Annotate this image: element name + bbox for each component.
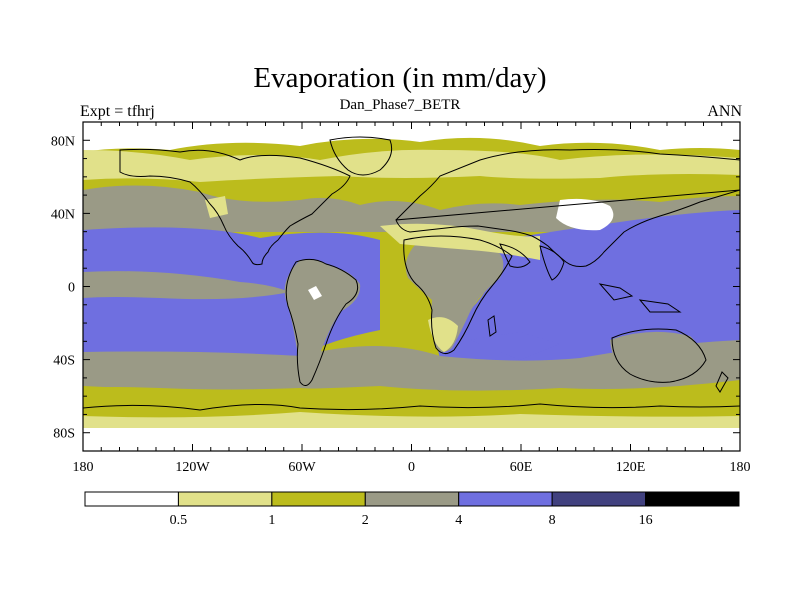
coast-africa bbox=[403, 235, 513, 354]
coast-greenland bbox=[329, 136, 393, 176]
lat-label: 80S bbox=[53, 427, 75, 442]
lon-label: 120E bbox=[616, 460, 646, 475]
field-antarctic-low bbox=[83, 428, 740, 451]
colorbar-box bbox=[271, 491, 366, 507]
lat-label: 40S bbox=[53, 354, 75, 369]
colorbar-box bbox=[645, 491, 740, 507]
colorbar-box bbox=[458, 491, 553, 507]
field-southern-ocean bbox=[83, 386, 740, 420]
colorbar-box bbox=[177, 491, 273, 507]
field-south-midlat bbox=[83, 340, 740, 391]
lon-label: 60W bbox=[288, 460, 316, 475]
colorbar: 0.5 1 2 4 8 16 bbox=[84, 491, 740, 528]
coast-new-zealand bbox=[715, 371, 729, 393]
colorbar-box bbox=[84, 491, 179, 507]
coast-north-america bbox=[119, 148, 351, 266]
evaporation-field bbox=[83, 122, 740, 451]
coast-antarctica bbox=[83, 403, 740, 411]
field-australia bbox=[610, 331, 703, 382]
field-antarctic-transition bbox=[83, 412, 740, 430]
colorbar-label: 2 bbox=[362, 513, 369, 528]
field-western-us bbox=[205, 196, 228, 218]
field-amazon-low bbox=[308, 286, 322, 300]
colorbar-label: 16 bbox=[639, 513, 653, 528]
lat-label: 40N bbox=[51, 207, 75, 222]
lon-label: 60E bbox=[510, 460, 533, 475]
colorbar-box bbox=[364, 491, 460, 507]
lon-label: 180 bbox=[730, 460, 751, 475]
coast-madagascar bbox=[487, 315, 497, 337]
field-mediterranean-belt bbox=[380, 223, 540, 260]
experiment-label: Expt = tfhrj bbox=[80, 103, 155, 120]
coast-australia bbox=[611, 328, 707, 383]
map-frame: 80N 40N 0 40S 80S 180 120W 60W 0 60E 120E 180 bbox=[51, 121, 751, 475]
colorbar-label: 8 bbox=[549, 513, 556, 528]
field-south-america bbox=[284, 259, 361, 386]
lat-label: 80N bbox=[51, 134, 75, 149]
colorbar-box bbox=[551, 491, 647, 507]
field-arctic-low bbox=[83, 122, 740, 152]
map-title: Evaporation (in mm/day) bbox=[253, 62, 547, 94]
lat-label: 0 bbox=[68, 281, 75, 296]
coast-maritime-continent bbox=[598, 283, 682, 313]
colorbar-label: 1 bbox=[268, 513, 275, 528]
coast-arabia-india bbox=[499, 243, 565, 281]
coast-south-america bbox=[285, 258, 359, 386]
lon-label: 0 bbox=[408, 460, 415, 475]
season-label: ANN bbox=[707, 103, 742, 120]
field-southern-africa bbox=[428, 317, 458, 352]
lon-label: 180 bbox=[73, 460, 94, 475]
map-subtitle: Dan_Phase7_BETR bbox=[339, 97, 461, 113]
field-indian-ocean-south bbox=[470, 332, 560, 360]
colorbar-label: 4 bbox=[455, 513, 462, 528]
colorbar-label: 0.5 bbox=[170, 513, 188, 528]
lon-label: 120W bbox=[175, 460, 210, 475]
field-central-asia-low bbox=[556, 198, 614, 231]
coastlines bbox=[83, 136, 740, 411]
field-africa bbox=[405, 238, 504, 353]
field-equatorial-tongue bbox=[83, 271, 290, 300]
